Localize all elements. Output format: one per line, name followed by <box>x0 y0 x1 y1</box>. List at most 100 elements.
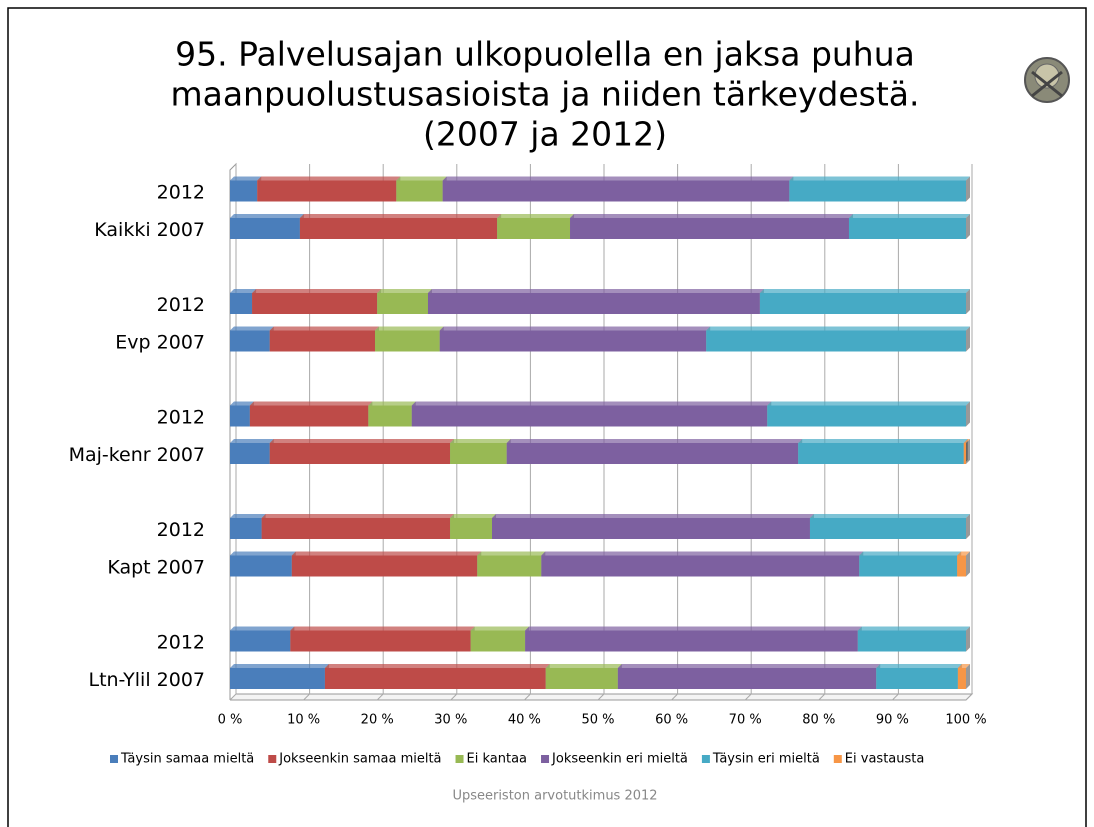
bar-segment <box>477 551 546 577</box>
x-tick-label: 60 % <box>655 713 688 728</box>
legend-swatch <box>455 755 464 763</box>
bar-segment <box>759 289 970 314</box>
legend-label: Jokseenkin eri mieltä <box>551 752 688 767</box>
frame <box>7 7 1087 827</box>
bar-segment <box>269 439 455 464</box>
y-tick-label: Kaikki 2007 <box>94 219 205 241</box>
bar-segment <box>570 214 853 239</box>
bar-segment <box>411 401 772 427</box>
bar-segment <box>374 326 444 352</box>
y-tick-label: 2012 <box>157 519 205 541</box>
bar-segment <box>545 664 622 689</box>
bar-segment <box>396 176 447 202</box>
bar-segment <box>324 664 550 689</box>
chart-title: 95. Palvelusajan ulkopuolella en jaksa p… <box>175 35 915 74</box>
bar-segment <box>957 551 970 577</box>
x-tick-label: 90 % <box>876 713 909 728</box>
y-tick-label: 2012 <box>157 294 205 316</box>
y-tick-label: 2012 <box>157 632 205 654</box>
bar-segment <box>617 664 881 689</box>
grid-line <box>376 164 384 701</box>
bar-segment <box>809 514 970 539</box>
bar-segment <box>442 176 794 202</box>
y-tick-label: Ltn-Ylil 2007 <box>88 669 205 691</box>
bar-segment <box>290 626 475 652</box>
grid-line <box>744 164 752 701</box>
bar-segment <box>506 439 803 464</box>
bar-segment <box>252 289 382 314</box>
bar-segment <box>368 401 416 427</box>
x-tick-label: 20 % <box>361 713 394 728</box>
grid-line <box>450 164 458 701</box>
legend-label: Ei kantaa <box>467 752 528 767</box>
bar-segment <box>261 514 455 539</box>
bar-segment <box>439 326 711 352</box>
grid-line <box>303 164 311 701</box>
grid-line <box>818 164 826 701</box>
source: Upseeriston arvotutkimus 2012 <box>452 789 657 804</box>
x-tick-label: 80 % <box>802 713 835 728</box>
bar-segment <box>963 439 970 464</box>
bar-segment <box>230 439 274 464</box>
legend-label: Ei vastausta <box>845 752 925 767</box>
grid-line <box>671 164 679 701</box>
grid-line <box>892 164 899 701</box>
bar-segment <box>789 176 970 202</box>
bar-segment <box>299 214 502 239</box>
x-tick-label: 10 % <box>287 713 320 728</box>
x-tick-label: 100 % <box>945 713 986 728</box>
bar-segment <box>497 214 575 239</box>
axis-wall <box>229 162 237 700</box>
bar-segment <box>798 439 968 464</box>
bar-segment <box>450 514 497 539</box>
emblem <box>1024 57 1070 103</box>
grid-line <box>524 164 531 701</box>
legend-swatch <box>701 755 710 763</box>
bar-segment <box>230 626 295 652</box>
bar-segment <box>230 664 329 689</box>
legend-swatch <box>110 755 118 763</box>
legend-label: Täysin eri mieltä <box>712 752 820 767</box>
bar-segment <box>291 551 482 577</box>
x-tick-label: 40 % <box>508 713 541 728</box>
bar-segment <box>269 326 379 352</box>
y-tick-label: Evp 2007 <box>115 332 205 354</box>
bar-segment <box>230 326 274 352</box>
bar-segment <box>249 401 373 427</box>
bar-segment <box>525 626 862 652</box>
bar-segment <box>450 439 511 464</box>
grid-line <box>229 164 237 701</box>
legend-label: Täysin samaa mieltä <box>120 752 254 767</box>
bar-segment <box>492 514 814 539</box>
y-tick-label: 2012 <box>157 182 205 204</box>
y-tick-label: Kapt 2007 <box>107 557 205 579</box>
x-tick-label: 0 % <box>218 713 243 728</box>
bar-segment <box>706 326 970 352</box>
grid-line <box>965 164 973 701</box>
bar-segment <box>848 214 970 239</box>
grid-line <box>597 164 605 701</box>
chart-title: maanpuolustusasioista ja niiden tärkeyde… <box>170 75 919 114</box>
bar-segment <box>876 664 962 689</box>
chart-title: (2007 ja 2012) <box>423 115 667 154</box>
legend-swatch <box>268 755 277 763</box>
y-tick-label: Maj-kenr 2007 <box>69 444 205 466</box>
x-tick-label: 50 % <box>581 713 614 728</box>
bar-segment <box>230 214 304 239</box>
bar-segment <box>470 626 530 652</box>
x-tick-label: 30 % <box>434 713 467 728</box>
bar-segment <box>857 626 970 652</box>
bar-segment <box>257 176 401 202</box>
bar-segment <box>859 551 962 577</box>
bar-segment <box>230 551 296 577</box>
bar-segment <box>377 289 432 314</box>
legend-label: Jokseenkin samaa mieltä <box>278 752 441 767</box>
bar-segment <box>230 514 266 539</box>
bar-segment <box>767 401 970 427</box>
legend-swatch <box>833 755 842 763</box>
legend-swatch <box>541 755 550 763</box>
bar-segment <box>230 176 262 202</box>
y-tick-label: 2012 <box>157 407 205 429</box>
